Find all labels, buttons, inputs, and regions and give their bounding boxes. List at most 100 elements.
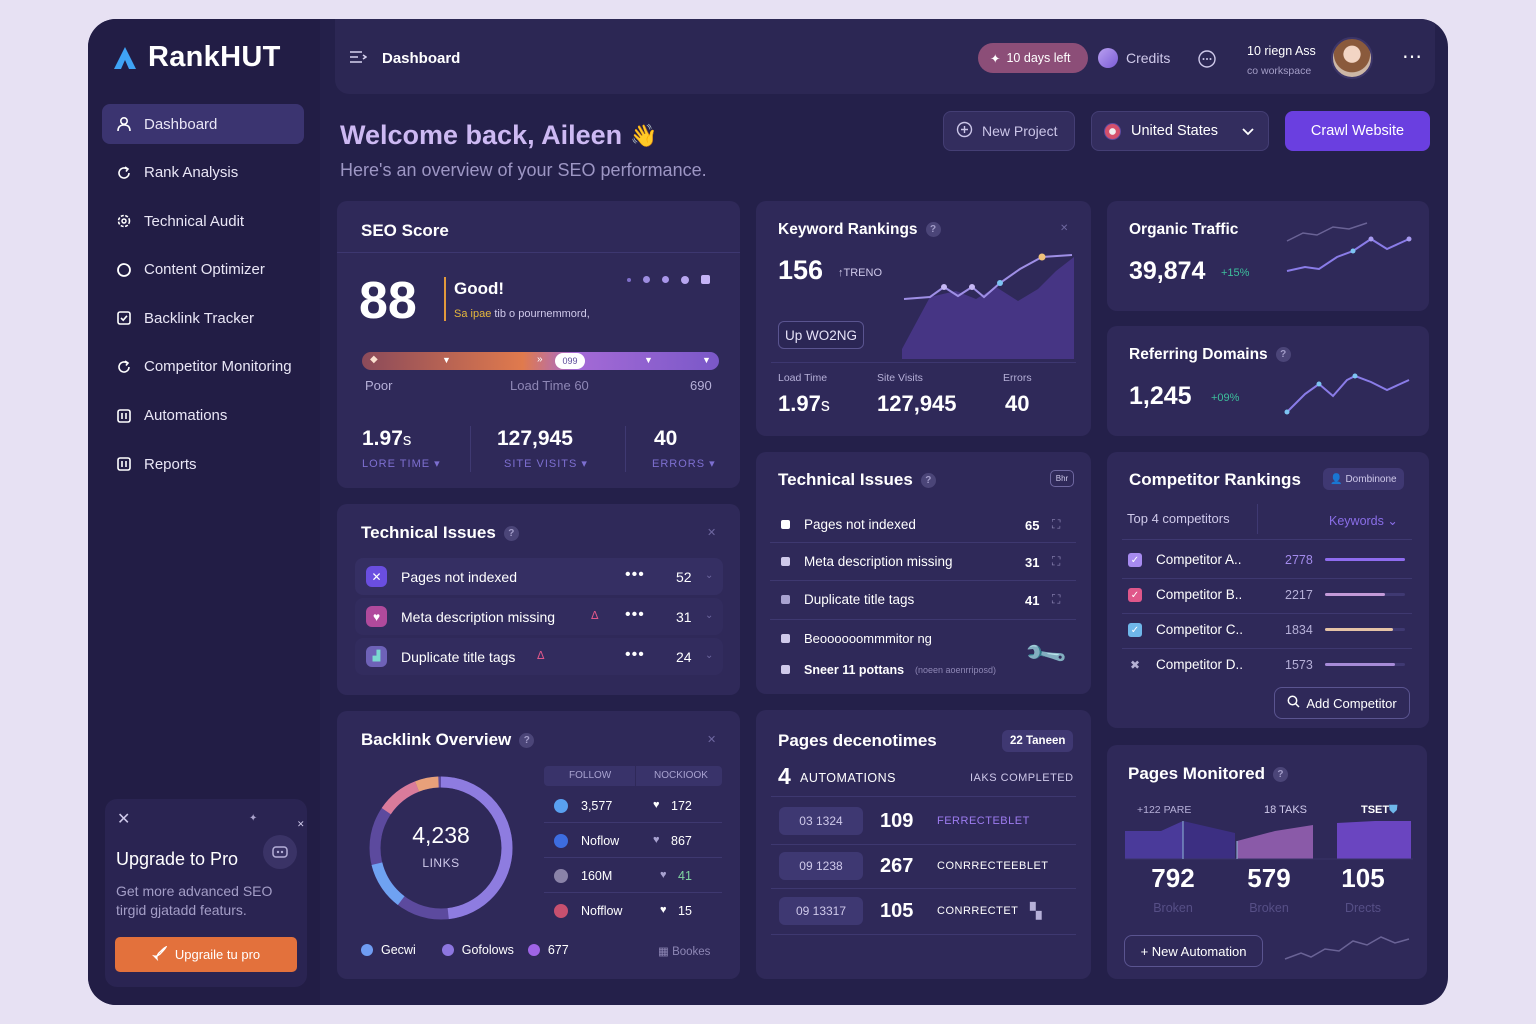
sidebar-item-content-optimizer[interactable]: Content Optimizer (102, 250, 304, 290)
row-label: CONRRECTET (937, 905, 1019, 917)
slider-handle[interactable]: 099 (555, 353, 585, 369)
stat-value: 105 (1341, 863, 1385, 893)
logo[interactable]: RankHUT (112, 41, 281, 74)
list-item[interactable]: ✕ Pages not indexed ••• 52 ⌄ (355, 558, 723, 595)
competitor-name: Competitor A.. (1156, 552, 1242, 567)
upgrade-card: ✕ ✦ ✕ Upgrade to Pro Get more advanced S… (105, 799, 307, 987)
collapse-icon[interactable]: ✕ (707, 527, 717, 539)
legend-dot (527, 944, 540, 956)
sort-select[interactable]: Keywords ⌄ (1329, 514, 1398, 528)
competitor-row[interactable]: ✓ Competitor C.. 1834 (1122, 615, 1412, 647)
sidebar-item-rank-analysis[interactable]: Rank Analysis (102, 153, 304, 193)
chevron-down-icon[interactable]: ⌄ (705, 570, 714, 581)
competitor-row[interactable]: ✖ Competitor D.. 1573 (1122, 650, 1412, 682)
stat-site-visits: 127,945 SITE VISITS ▾ (497, 427, 588, 470)
expand-icon[interactable]: ⛶ (1052, 554, 1061, 568)
competitor-badge: 👤 Dombinone (1323, 468, 1404, 490)
page-title: Dashboard (382, 50, 461, 67)
new-automation-button[interactable]: + New Automation (1124, 935, 1263, 967)
issue-label: Duplicate title tags (401, 649, 516, 665)
issue-label: Pages not indexed (401, 569, 517, 585)
table-row[interactable]: Nofflow ♥ 15 (544, 893, 722, 928)
pages-monitored-card: Pages Monitored? +122 PARE 18 TAKS TSET⛊… (1107, 745, 1427, 979)
tool-icon: ✕ (366, 566, 387, 587)
backlink-legend: Gecwi Gofolows 677 (361, 943, 569, 957)
collapse-icon[interactable]: ✕ (1060, 223, 1069, 234)
table-row[interactable]: 3,577 ♥ 172 (544, 788, 722, 823)
sidebar-item-technical-audit[interactable]: Technical Audit (102, 201, 304, 241)
close-icon[interactable]: ✕ (117, 811, 131, 828)
sidebar-item-dashboard[interactable]: Dashboard (102, 104, 304, 144)
list-item[interactable]: ▟ Duplicate title tags ᐃ ••• 24 ⌄ (355, 638, 723, 675)
refresh-icon (115, 164, 132, 181)
country-select[interactable]: United States (1091, 111, 1269, 151)
chart-icon: ▟ (366, 646, 387, 667)
keyword-trend-label: TRENO (843, 267, 883, 279)
wave-icon: 👋 (630, 122, 658, 148)
checkbox[interactable]: ✓ (1128, 588, 1142, 602)
list-item[interactable]: ♥ Meta description missing ᐃ ••• 31 ⌄ (355, 598, 723, 635)
table-row[interactable]: Noflow ♥ 867 (544, 823, 722, 858)
table-row[interactable]: 03 1324 109 FERRECTEBLET (771, 803, 1076, 839)
dot-indicators (627, 275, 710, 284)
help-icon[interactable]: ? (519, 733, 535, 749)
menu-icon[interactable] (349, 50, 368, 69)
sidebar-item-automations[interactable]: Automations (102, 396, 304, 436)
sidebar-item-label: Competitor Monitoring (144, 358, 292, 376)
issue-count: 65 (1025, 518, 1040, 533)
stat-load-time: 1.97s LORE TIME ▾ (362, 427, 441, 470)
cross-icon[interactable]: ✖ (1129, 658, 1141, 672)
more-icon[interactable]: ⋯ (1402, 46, 1423, 68)
table-row[interactable]: 09 1238 267 CONRRECTEEBLET (771, 848, 1076, 884)
chevron-down-icon[interactable]: ⌄ (705, 610, 714, 621)
sidebar-item-backlink-tracker[interactable]: Backlink Tracker (102, 298, 304, 338)
competitor-row[interactable]: ✓ Competitor B.. 2217 (1122, 580, 1412, 612)
checkbox[interactable]: ✓ (1128, 623, 1142, 637)
small-close-icon[interactable]: ✕ (297, 819, 305, 829)
help-icon[interactable]: ? (1275, 347, 1291, 363)
table-row[interactable]: 160M ♥ 41 (544, 858, 722, 893)
help-icon[interactable]: ? (503, 526, 519, 542)
avatar[interactable] (1331, 37, 1373, 79)
bullet-icon (781, 595, 790, 604)
table-row[interactable]: 09 13317 105 CONRRECTET ▚ (771, 893, 1076, 929)
chat-icon[interactable] (1197, 49, 1217, 74)
crawl-website-button[interactable]: Crawl Website (1285, 111, 1430, 151)
help-icon[interactable]: ? (925, 222, 941, 238)
automations-label: AUTOMATIONS (800, 771, 897, 785)
backlink-donut-chart (369, 776, 513, 920)
help-icon[interactable]: ? (920, 473, 936, 489)
competitor-row[interactable]: ✓ Competitor A.. 2778 (1122, 545, 1412, 577)
expand-icon[interactable]: ⛶ (1052, 517, 1061, 531)
competitor-name: Competitor D.. (1156, 657, 1244, 672)
issue-label: Pages not indexed (804, 517, 916, 532)
new-project-button[interactable]: New Project (943, 111, 1075, 151)
export-badge[interactable]: Bhr (1050, 470, 1074, 487)
credits-button[interactable]: Credits (1098, 43, 1170, 73)
trial-badge[interactable]: ✦ 10 days left (978, 43, 1088, 73)
sparkle-icon: ✦ (990, 51, 1001, 66)
more-icon[interactable]: ••• (625, 566, 645, 583)
expand-icon[interactable]: ⛶ (1052, 592, 1061, 606)
checkbox[interactable]: ✓ (1128, 553, 1142, 567)
add-competitor-button[interactable]: Add Competitor (1274, 687, 1410, 719)
list-item[interactable]: Sneer 11 pottans (noeen aoenrriposd) (770, 655, 1076, 685)
list-item[interactable]: Duplicate title tags 41 ⛶ (770, 582, 1076, 618)
sidebar-item-reports[interactable]: Reports (102, 444, 304, 484)
sidebar-item-competitor-monitoring[interactable]: Competitor Monitoring (102, 347, 304, 387)
list-item[interactable]: Pages not indexed 65 ⛶ (770, 507, 1076, 543)
help-icon[interactable]: ? (1272, 767, 1288, 783)
stat-value: 1.97 (362, 427, 403, 450)
upgrade-button[interactable]: Upgraile tu pro (115, 937, 297, 972)
collapse-icon[interactable]: ✕ (707, 734, 717, 746)
chevron-down-icon[interactable]: ⌄ (705, 650, 714, 661)
seo-note-b: tib o pournemmord, (494, 308, 590, 320)
more-icon[interactable]: ••• (625, 606, 645, 623)
sidebar-item-label: Dashboard (144, 115, 218, 133)
more-icon[interactable]: ••• (625, 646, 645, 663)
card-title-row: Pages Monitored? (1128, 764, 1288, 784)
organic-value: 39,874 (1129, 257, 1206, 285)
list-item[interactable]: Beoooooommmitor ng (770, 623, 1076, 653)
seo-score-slider[interactable]: ◆ ▼ » 099 ▼ ▼ (362, 352, 719, 370)
list-item[interactable]: Meta description missing 31 ⛶ (770, 544, 1076, 580)
